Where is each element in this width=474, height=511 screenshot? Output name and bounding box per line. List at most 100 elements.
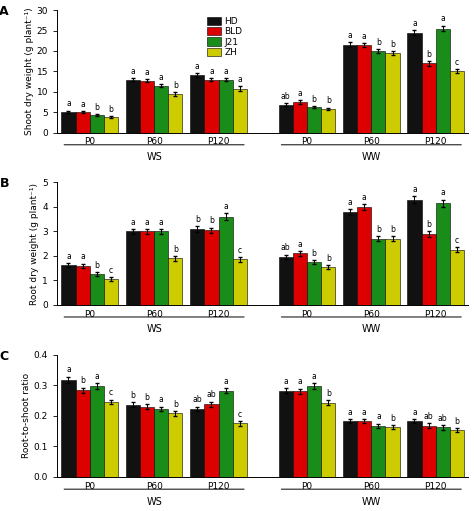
Text: b: b: [376, 38, 381, 47]
Bar: [233, 88, 247, 132]
Bar: [233, 260, 247, 305]
Bar: [385, 239, 400, 305]
Legend: HD, BLD, J21, ZH: HD, BLD, J21, ZH: [206, 15, 244, 59]
Text: b: b: [376, 225, 381, 234]
Text: b: b: [426, 220, 431, 228]
Bar: [450, 430, 464, 477]
Bar: [407, 33, 421, 132]
Bar: [343, 212, 357, 305]
Text: a: a: [412, 408, 417, 416]
Text: a: a: [145, 68, 149, 77]
Bar: [75, 266, 90, 305]
Text: a: a: [130, 218, 135, 227]
Bar: [357, 45, 371, 132]
Bar: [307, 386, 321, 477]
Text: ab: ab: [207, 390, 216, 400]
Text: ab: ab: [438, 414, 447, 423]
Text: b: b: [455, 417, 459, 426]
Text: b: b: [173, 245, 178, 253]
Bar: [343, 421, 357, 477]
Bar: [385, 53, 400, 132]
Text: b: b: [173, 81, 178, 89]
Bar: [407, 421, 421, 477]
Bar: [104, 279, 118, 305]
Bar: [293, 391, 307, 477]
Text: b: b: [390, 40, 395, 49]
Bar: [371, 239, 385, 305]
Text: c: c: [109, 266, 113, 275]
Text: b: b: [311, 95, 317, 104]
Text: a: a: [94, 372, 99, 381]
Text: C: C: [0, 350, 9, 363]
Text: a: a: [311, 372, 316, 381]
Bar: [279, 105, 293, 132]
Bar: [90, 274, 104, 305]
Text: a: a: [412, 184, 417, 194]
Bar: [168, 258, 182, 305]
Bar: [421, 426, 436, 477]
Bar: [168, 413, 182, 477]
Bar: [343, 45, 357, 132]
Text: b: b: [173, 400, 178, 409]
Bar: [436, 29, 450, 132]
Text: WS: WS: [146, 152, 162, 162]
Text: a: a: [347, 31, 352, 40]
Bar: [168, 94, 182, 132]
Text: b: b: [426, 50, 431, 59]
Bar: [450, 250, 464, 305]
Text: b: b: [109, 105, 113, 113]
Text: a: a: [145, 218, 149, 227]
Text: a: a: [298, 240, 302, 249]
Bar: [357, 207, 371, 305]
Bar: [219, 80, 233, 132]
Text: WW: WW: [362, 324, 381, 334]
Text: b: b: [94, 261, 99, 270]
Text: c: c: [238, 246, 242, 255]
Text: a: a: [298, 89, 302, 98]
Text: b: b: [130, 391, 135, 400]
Bar: [190, 409, 204, 477]
Bar: [371, 426, 385, 477]
Bar: [219, 390, 233, 477]
Text: c: c: [238, 410, 242, 419]
Text: a: a: [195, 62, 200, 71]
Bar: [104, 402, 118, 477]
Text: a: a: [209, 67, 214, 76]
Bar: [104, 117, 118, 132]
Text: b: b: [326, 253, 331, 263]
Text: WS: WS: [146, 497, 162, 506]
Text: a: a: [412, 18, 417, 28]
Text: a: a: [66, 99, 71, 108]
Text: a: a: [298, 377, 302, 386]
Text: ab: ab: [192, 396, 202, 404]
Bar: [293, 102, 307, 132]
Text: WW: WW: [362, 497, 381, 506]
Bar: [321, 267, 335, 305]
Bar: [204, 80, 219, 132]
Text: a: a: [223, 377, 228, 386]
Bar: [61, 112, 75, 132]
Bar: [154, 409, 168, 477]
Bar: [204, 404, 219, 477]
Text: a: a: [223, 67, 228, 76]
Text: a: a: [130, 67, 135, 76]
Text: a: a: [283, 377, 288, 386]
Bar: [421, 234, 436, 305]
Bar: [140, 407, 154, 477]
Bar: [436, 427, 450, 477]
Bar: [357, 421, 371, 477]
Text: ab: ab: [281, 92, 291, 101]
Bar: [407, 199, 421, 305]
Y-axis label: Shoot dry weight (g plant⁻¹): Shoot dry weight (g plant⁻¹): [25, 8, 34, 135]
Bar: [307, 107, 321, 132]
Text: B: B: [0, 177, 9, 191]
Text: ab: ab: [424, 412, 433, 421]
Bar: [204, 230, 219, 305]
Text: a: a: [80, 100, 85, 109]
Bar: [90, 386, 104, 477]
Y-axis label: Root-to-shoot ratio: Root-to-shoot ratio: [22, 373, 31, 458]
Text: b: b: [326, 389, 331, 398]
Text: a: a: [159, 396, 164, 404]
Bar: [371, 51, 385, 132]
Bar: [61, 265, 75, 305]
